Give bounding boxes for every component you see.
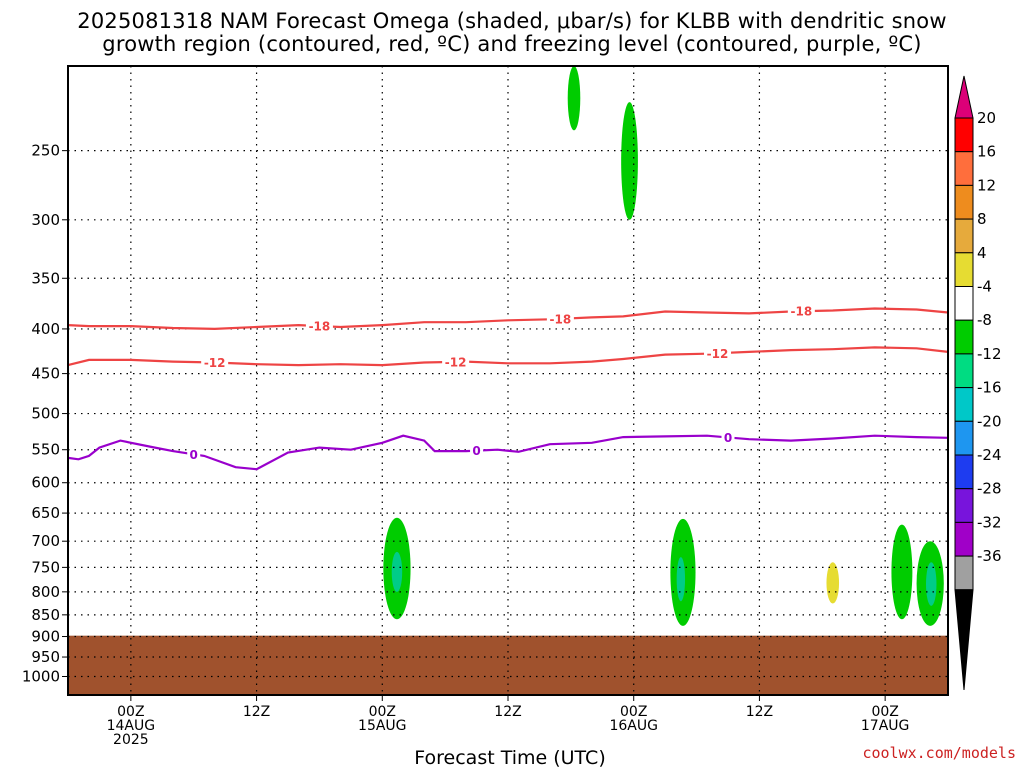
y-tick-label: 650 — [31, 504, 60, 522]
omega-region — [391, 551, 403, 592]
contour-label-bg — [442, 354, 470, 369]
contour-label-bg — [787, 304, 815, 319]
contour-label-bg — [546, 311, 574, 326]
colorbar-segment — [954, 184, 974, 220]
x-tick-label: 14AUG — [107, 718, 156, 734]
site-credit: coolwx.com/models — [862, 744, 1016, 762]
x-tick-label: 17AUG — [861, 718, 910, 734]
contour-label: -12 — [445, 355, 467, 369]
contour-label: -18 — [790, 305, 812, 319]
x-tick-label: 00Z — [871, 704, 898, 720]
x-tick-label: 12Z — [243, 704, 270, 720]
colorbar-segment — [954, 387, 974, 422]
colorbar-segment — [954, 117, 974, 153]
colorbar-label: 12 — [977, 176, 996, 194]
contour-label: -12 — [204, 356, 226, 370]
contour-label: -18 — [550, 312, 572, 326]
y-tick-label: 250 — [31, 142, 60, 160]
y-tick-label: 500 — [31, 405, 60, 423]
omega-region — [676, 557, 686, 602]
colorbar-label: -4 — [977, 278, 992, 296]
colorbar-label: -24 — [977, 446, 1002, 464]
contour-label-bg — [721, 430, 735, 445]
x-tick-label: 12Z — [746, 704, 773, 720]
chart-title-line1: 2025081318 NAM Forecast Omega (shaded, μ… — [77, 9, 947, 33]
x-tick-label: 16AUG — [609, 718, 658, 734]
y-tick-label: 950 — [31, 648, 60, 666]
y-tick-label: 750 — [31, 558, 60, 576]
x-tick-label: 00Z — [117, 704, 144, 720]
colorbar-label: -20 — [977, 412, 1002, 430]
colorbar-segment — [954, 151, 974, 186]
contour-label: 0 — [472, 444, 480, 458]
contour-label-bg — [201, 355, 229, 370]
y-tick-label: 900 — [31, 628, 60, 646]
y-tick-label: 300 — [31, 211, 60, 229]
colorbar-segment — [954, 286, 974, 321]
colorbar-segment — [954, 521, 974, 557]
omega-region — [826, 562, 840, 604]
omega-region — [567, 66, 581, 131]
omega-region — [891, 524, 913, 620]
colorbar-bottom-arrow — [954, 589, 974, 691]
colorbar-segment — [954, 252, 974, 288]
omega-colorbar: 20 16 12 8 4 -4 -8 -12 -16 -20 -24 -28 -32 -36 — [954, 75, 1002, 691]
contour-label: -12 — [707, 347, 729, 361]
y-tick-label: 600 — [31, 474, 60, 492]
x-tick-label: 00Z — [369, 704, 396, 720]
colorbar-label: 20 — [977, 109, 996, 127]
y-tick-label: 400 — [31, 320, 60, 338]
colorbar-label: -36 — [977, 547, 1002, 565]
colorbar-segment — [954, 353, 974, 389]
colorbar-label: -16 — [977, 379, 1002, 397]
colorbar-segment — [954, 319, 974, 355]
x-tick-label: 12Z — [494, 704, 521, 720]
colorbar-label: -8 — [977, 311, 992, 329]
colorbar-top-arrow — [954, 75, 974, 119]
colorbar-label: 16 — [977, 143, 996, 161]
y-tick-label: 1000 — [22, 667, 60, 685]
contour-label-bg — [305, 319, 333, 334]
colorbar-segment — [954, 454, 974, 490]
chart-title-line2: growth region (contoured, red, ºC) and f… — [102, 32, 922, 56]
y-tick-label: 800 — [31, 583, 60, 601]
y-tick-label: 850 — [31, 606, 60, 624]
contour-line — [67, 307, 949, 331]
colorbar-label: -28 — [977, 480, 1002, 498]
x-tick-label: 15AUG — [358, 718, 407, 734]
colorbar-segment — [954, 420, 974, 456]
y-tick-label: 350 — [31, 269, 60, 287]
colorbar-label: 8 — [977, 210, 987, 228]
colorbar-segment — [954, 555, 974, 591]
contour-label-bg — [470, 443, 484, 458]
x-axis-label: Forecast Time (UTC) — [414, 747, 605, 768]
colorbar-label: -32 — [977, 513, 1002, 531]
y-tick-label: 450 — [31, 365, 60, 383]
contour-line — [67, 434, 949, 471]
colorbar-segment — [954, 218, 974, 254]
contour-label-bg — [187, 447, 201, 462]
colorbar-segment — [954, 488, 974, 523]
contour-line — [67, 346, 949, 367]
plot-frame — [67, 65, 949, 696]
omega-region — [621, 102, 638, 220]
y-tick-label: 700 — [31, 532, 60, 550]
contour-label: 0 — [190, 448, 198, 462]
colorbar-label: -12 — [977, 345, 1002, 363]
y-tick-label: 550 — [31, 441, 60, 459]
contour-label: -18 — [309, 320, 331, 334]
colorbar-label: 4 — [977, 244, 987, 262]
omega-region — [926, 562, 937, 606]
contour-label-bg — [704, 346, 732, 361]
x-tick-label: 00Z — [620, 704, 647, 720]
contour-label: 0 — [724, 431, 732, 445]
x-tick-label: 2025 — [113, 732, 149, 748]
